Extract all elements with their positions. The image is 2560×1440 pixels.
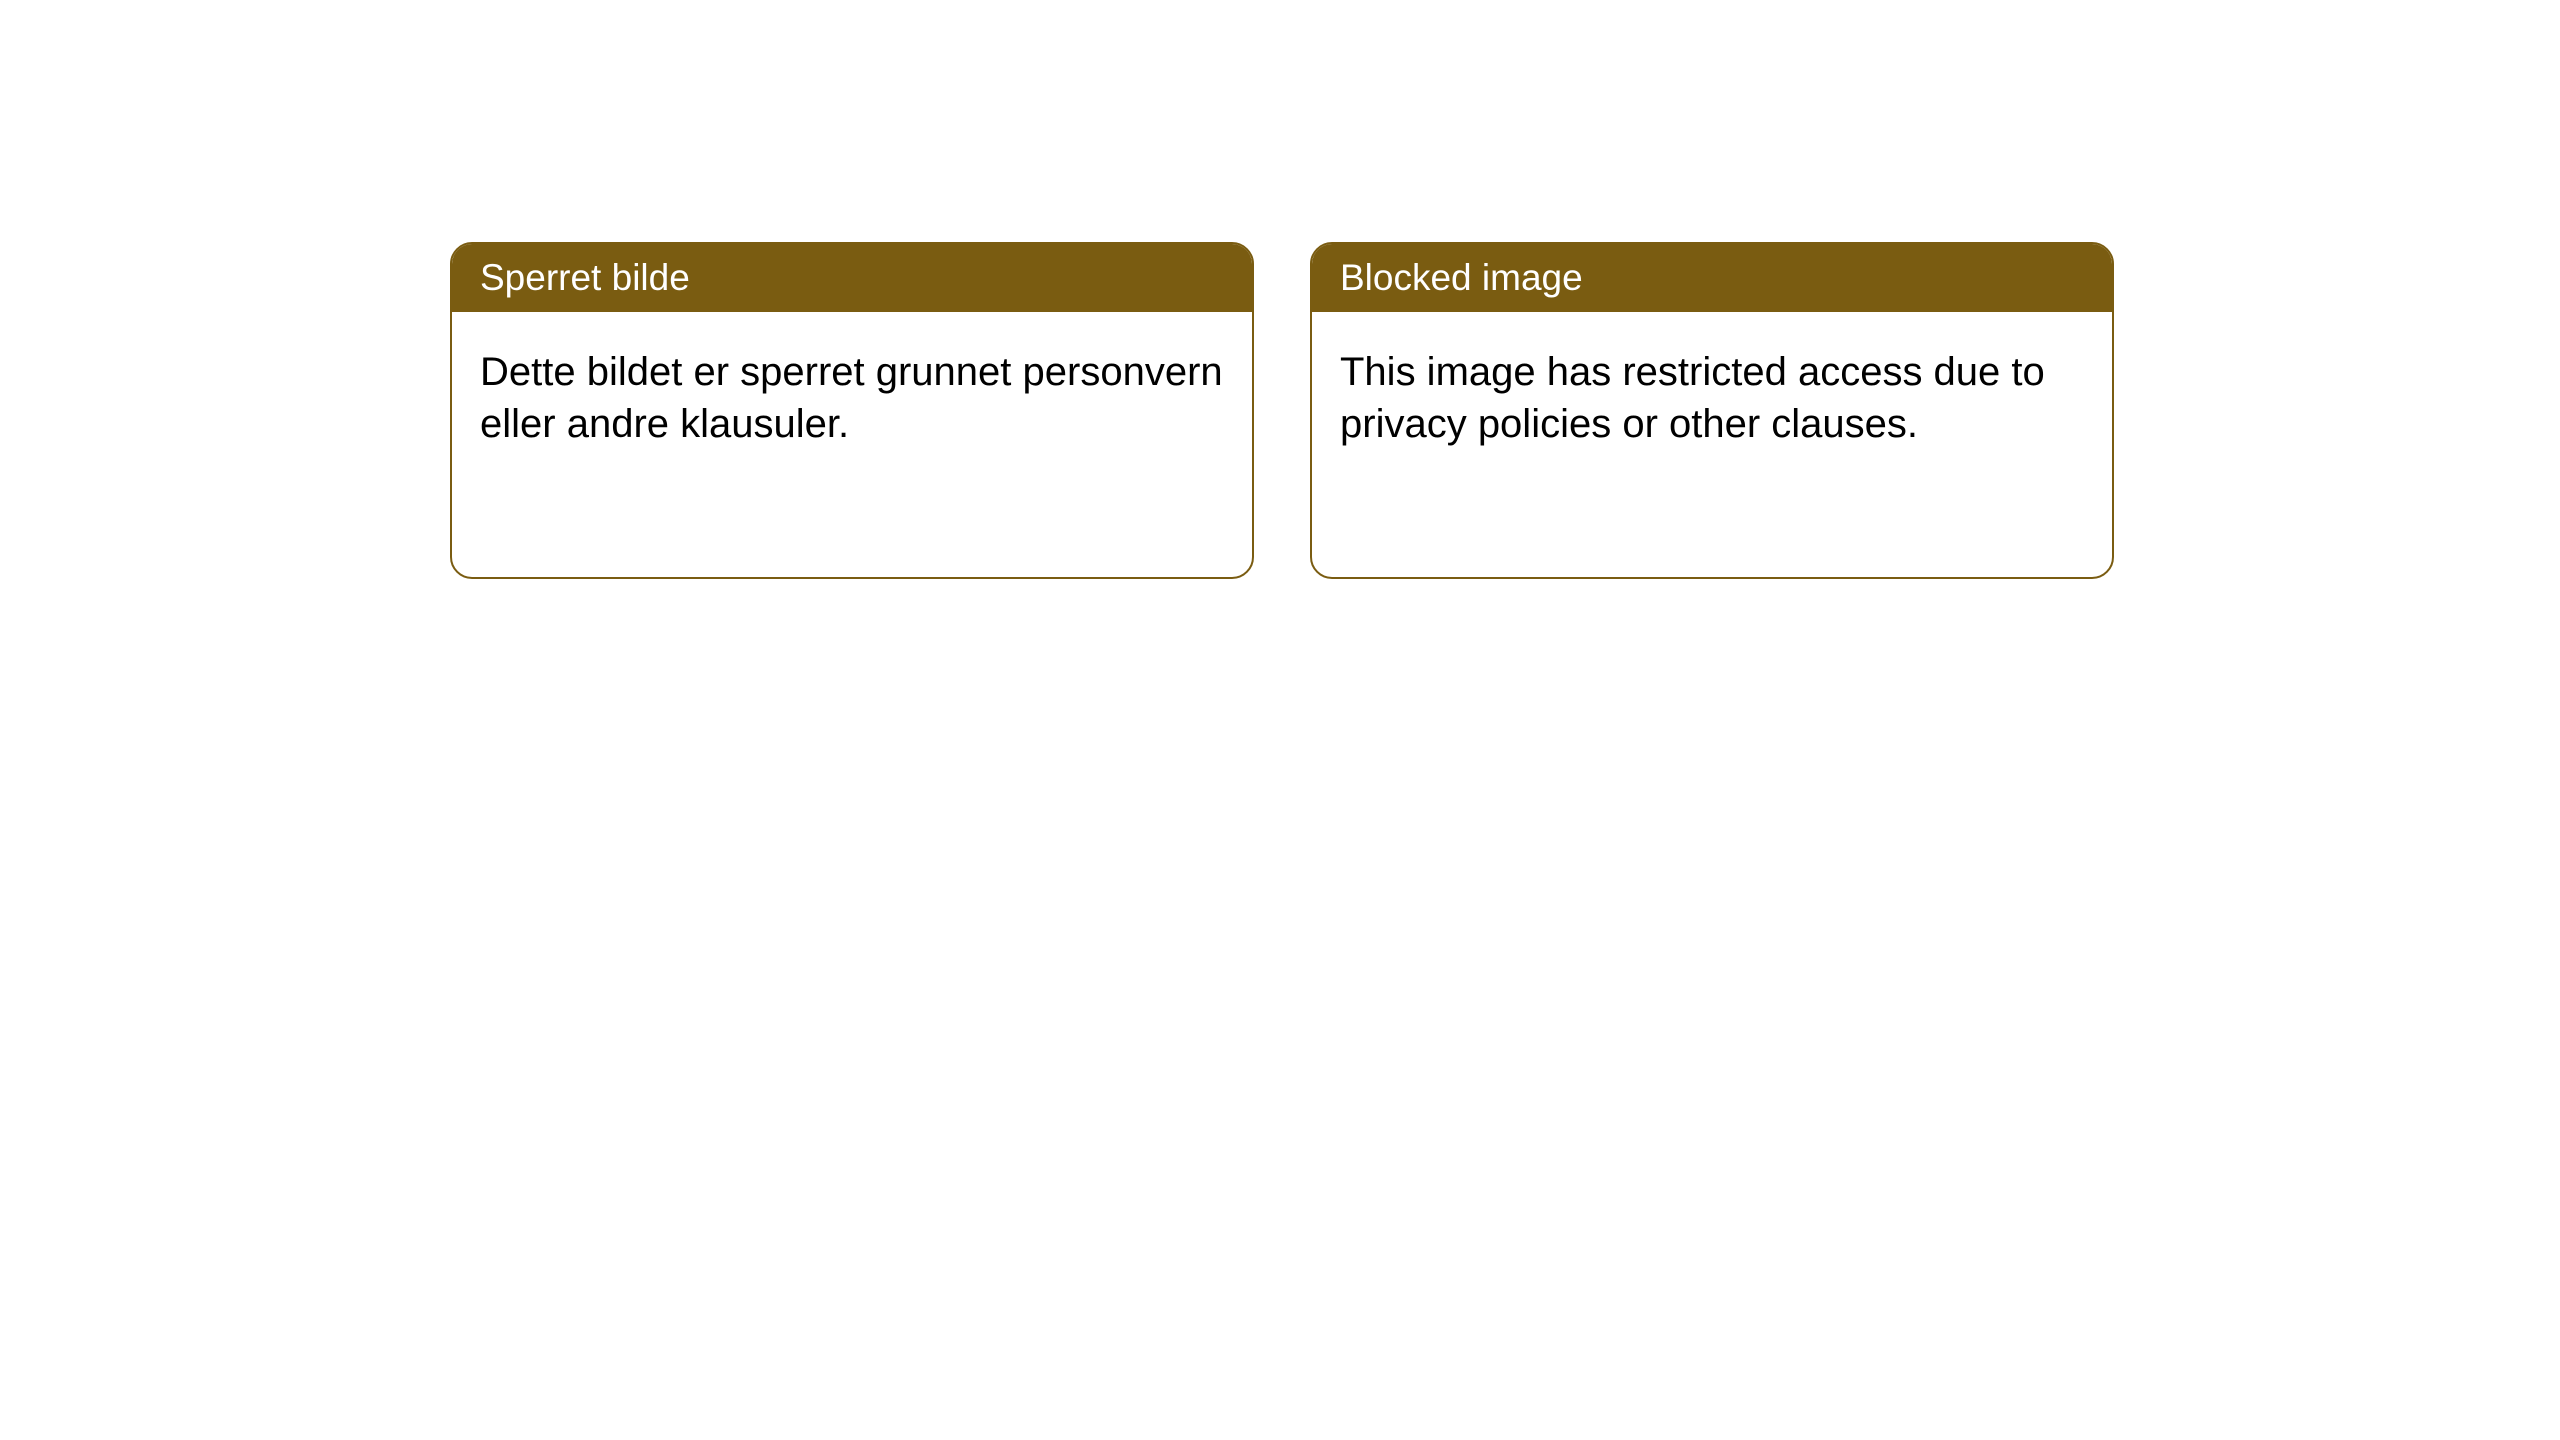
notice-title: Sperret bilde [480, 257, 690, 298]
notice-text: Dette bildet er sperret grunnet personve… [480, 350, 1223, 446]
notice-body: This image has restricted access due to … [1312, 312, 2112, 485]
notice-header: Sperret bilde [452, 244, 1252, 312]
notice-text: This image has restricted access due to … [1340, 350, 2045, 446]
notice-title: Blocked image [1340, 257, 1583, 298]
notice-container: Sperret bilde Dette bildet er sperret gr… [450, 242, 2114, 579]
notice-header: Blocked image [1312, 244, 2112, 312]
notice-body: Dette bildet er sperret grunnet personve… [452, 312, 1252, 485]
notice-card-norwegian: Sperret bilde Dette bildet er sperret gr… [450, 242, 1254, 579]
notice-card-english: Blocked image This image has restricted … [1310, 242, 2114, 579]
